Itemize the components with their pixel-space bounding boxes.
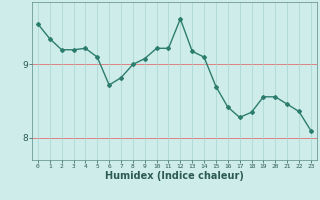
X-axis label: Humidex (Indice chaleur): Humidex (Indice chaleur)	[105, 171, 244, 181]
